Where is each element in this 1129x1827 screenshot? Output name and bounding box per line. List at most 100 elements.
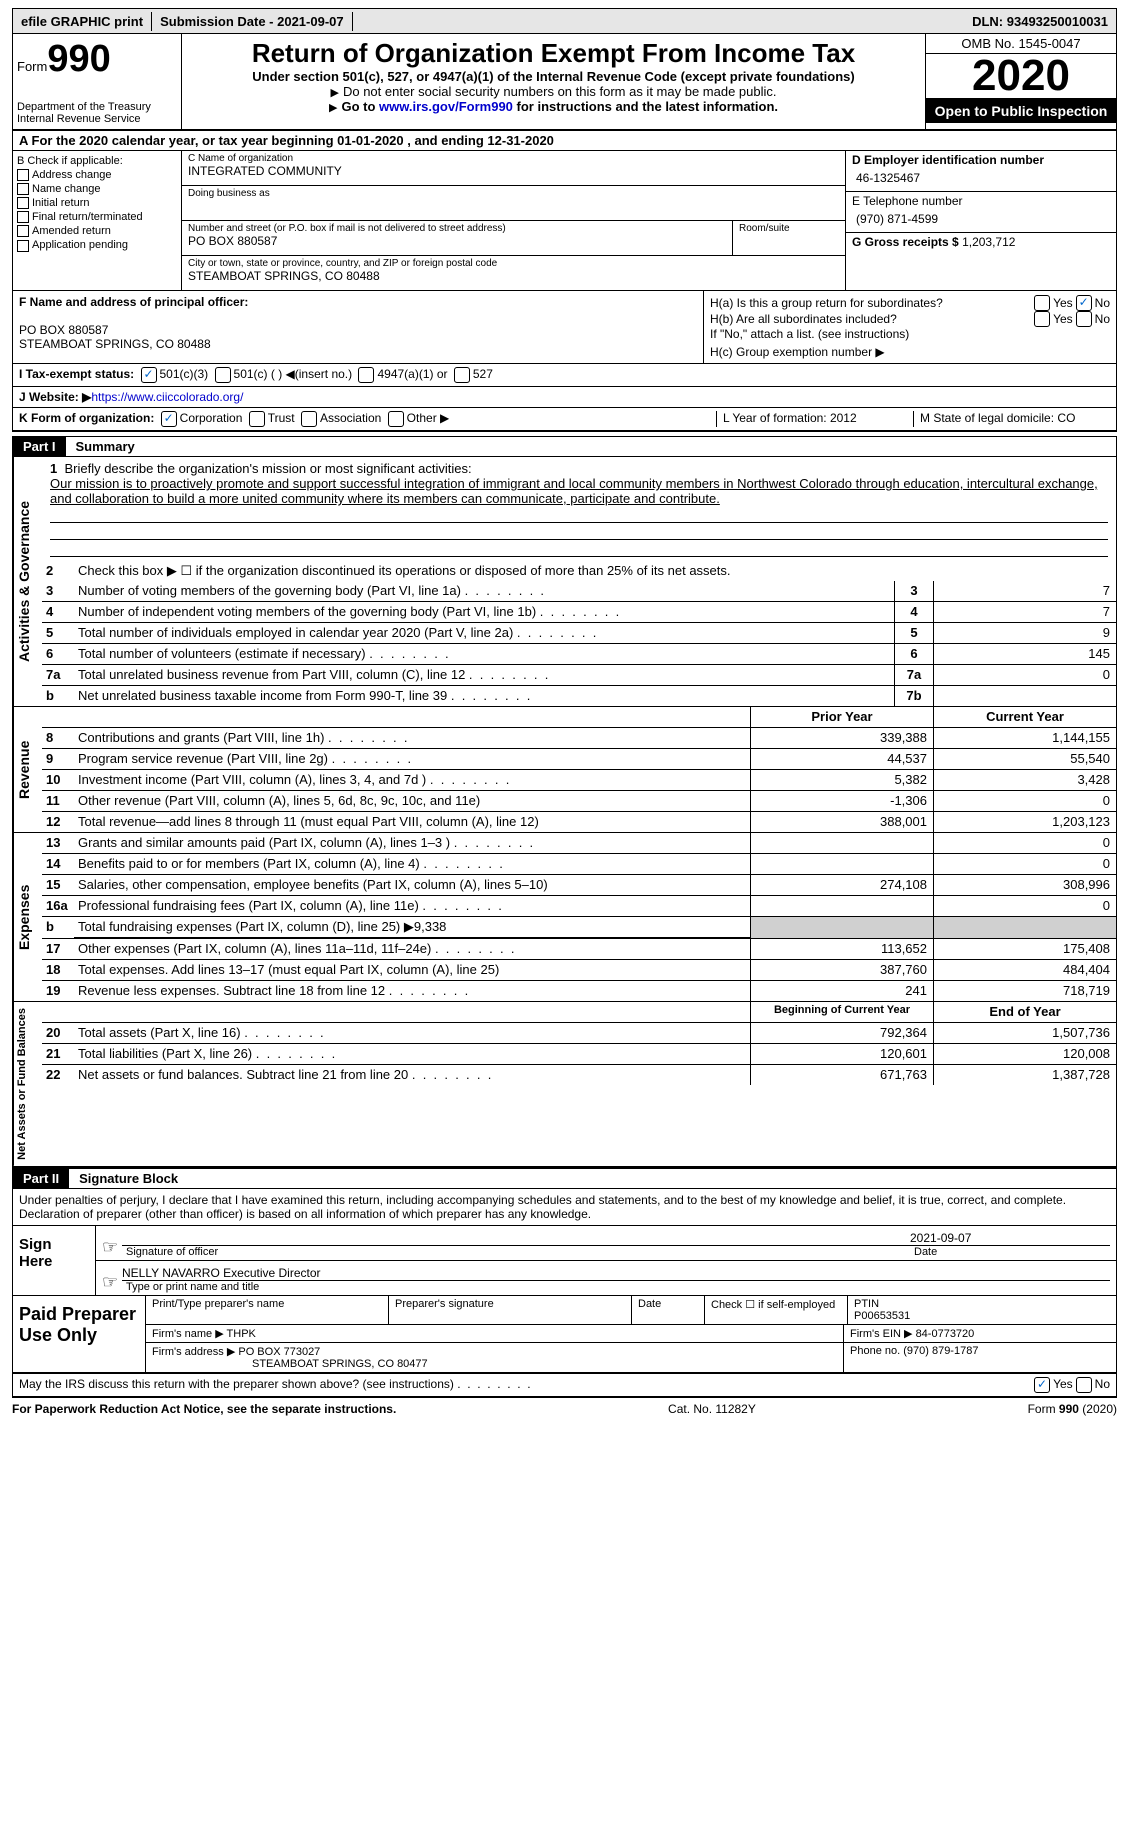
dln: DLN: 93493250010031 [964,12,1116,31]
l10: Investment income (Part VIII, column (A)… [74,770,750,790]
cb-assoc[interactable] [301,411,317,427]
street-address: PO BOX 880587 [188,234,726,248]
side-expenses: Expenses [13,833,42,1001]
checkbox-amended[interactable] [17,225,29,237]
paid-preparer-label: Paid Preparer Use Only [13,1296,146,1372]
ha-no[interactable]: ✓ [1076,295,1092,311]
room-label: Room/suite [739,223,839,234]
cb-4947[interactable] [358,367,374,383]
prior-year-head: Prior Year [750,707,933,727]
cb-corp[interactable]: ✓ [161,411,177,427]
sig-officer-label: Signature of officer [122,1245,910,1258]
firm-name: THPK [227,1328,256,1340]
l20: Total assets (Part X, line 16) [74,1023,750,1043]
prep-self-employed: Check ☐ if self-employed [705,1296,848,1324]
state-domicile: M State of legal domicile: CO [913,411,1110,427]
firm-ein: 84-0773720 [916,1328,975,1340]
phone: (970) 871-4599 [852,208,1110,230]
footer-left: For Paperwork Reduction Act Notice, see … [12,1402,396,1416]
line-a-tax-year: A For the 2020 calendar year, or tax yea… [12,131,1117,151]
prep-sig-label: Preparer's signature [389,1296,632,1324]
v7b [933,686,1116,706]
line3: Number of voting members of the governin… [74,581,894,601]
dba-label: Doing business as [188,188,839,199]
officer-name: NELLY NAVARRO Executive Director [122,1266,1110,1280]
cb-501c[interactable] [215,367,231,383]
checkbox-pending[interactable] [17,240,29,252]
l21: Total liabilities (Part X, line 26) [74,1044,750,1064]
top-bar: efile GRAPHIC print Submission Date - 20… [12,8,1117,34]
officer-addr1: PO BOX 880587 [19,323,697,337]
instructions-link: Go to www.irs.gov/Form990 for instructio… [186,99,921,114]
part1-label: Part I [13,437,66,456]
l12: Total revenue—add lines 8 through 11 (mu… [74,812,750,832]
mission-text: Our mission is to proactively promote an… [50,476,1098,506]
cb-501c3[interactable]: ✓ [141,367,157,383]
hc-label: H(c) Group exemption number ▶ [710,345,1110,359]
city-state-zip: STEAMBOAT SPRINGS, CO 80488 [188,269,839,283]
name-title-label: Type or print name and title [122,1280,1110,1293]
footer-right: Form 990 (2020) [1028,1402,1117,1416]
v4: 7 [933,602,1116,622]
discuss-no[interactable] [1076,1377,1092,1393]
line2: Check this box ▶ ☐ if the organization d… [74,561,1116,581]
l19: Revenue less expenses. Subtract line 18 … [74,981,750,1001]
side-activities: Activities & Governance [13,457,42,706]
line6: Total number of volunteers (estimate if … [74,644,894,664]
officer-addr2: STEAMBOAT SPRINGS, CO 80488 [19,337,697,351]
irs-link[interactable]: www.irs.gov/Form990 [379,99,513,114]
street-label: Number and street (or P.O. box if mail i… [188,223,726,234]
hb-yes[interactable] [1034,311,1050,327]
checkbox-initial-return[interactable] [17,197,29,209]
hb-no[interactable] [1076,311,1092,327]
website-link[interactable]: https://www.ciiccolorado.org/ [91,390,243,404]
cb-other[interactable] [388,411,404,427]
website-label: J Website: ▶ [19,390,91,404]
firm-addr2: STEAMBOAT SPRINGS, CO 80477 [252,1358,428,1370]
ptin: P00653531 [854,1310,910,1322]
public-inspection: Open to Public Inspection [926,99,1116,123]
firm-addr1: PO BOX 773027 [238,1346,320,1358]
year-formation: L Year of formation: 2012 [716,411,913,427]
efile-print[interactable]: efile GRAPHIC print [13,12,152,31]
cb-527[interactable] [454,367,470,383]
side-revenue: Revenue [13,707,42,832]
line7b: Net unrelated business taxable income fr… [74,686,894,706]
part2-title: Signature Block [69,1169,188,1188]
form-header: Form990 Department of the Treasury Inter… [12,34,1117,131]
l18: Total expenses. Add lines 13–17 (must eq… [74,960,750,980]
tax-status-label: I Tax-exempt status: [19,367,134,381]
l11: Other revenue (Part VIII, column (A), li… [74,791,750,811]
l22: Net assets or fund balances. Subtract li… [74,1065,750,1085]
ein: 46-1325467 [852,167,1110,189]
footer-mid: Cat. No. 11282Y [668,1402,756,1416]
v5: 9 [933,623,1116,643]
prep-name-label: Print/Type preparer's name [146,1296,389,1324]
perjury-text: Under penalties of perjury, I declare th… [12,1189,1117,1226]
ha-label: H(a) Is this a group return for subordin… [710,296,1031,310]
ssn-note: Do not enter social security numbers on … [186,84,921,99]
org-form-label: K Form of organization: [19,411,154,425]
l9: Program service revenue (Part VIII, line… [74,749,750,769]
form-subtitle: Under section 501(c), 527, or 4947(a)(1)… [186,69,921,84]
section-bcde: B Check if applicable: Address change Na… [12,151,1117,291]
v3: 7 [933,581,1116,601]
checkbox-name-change[interactable] [17,183,29,195]
mission-label: Briefly describe the organization's miss… [64,461,471,476]
cb-trust[interactable] [249,411,265,427]
v6: 145 [933,644,1116,664]
form-title: Return of Organization Exempt From Incom… [186,38,921,69]
begin-year-head: Beginning of Current Year [750,1002,933,1022]
gross-receipts-label: G Gross receipts $ [852,235,962,249]
l15: Salaries, other compensation, employee b… [74,875,750,895]
l16a: Professional fundraising fees (Part IX, … [74,896,750,916]
l8: Contributions and grants (Part VIII, lin… [74,728,750,748]
checkbox-final-return[interactable] [17,211,29,223]
prep-date-label: Date [632,1296,705,1324]
checkbox-address-change[interactable] [17,169,29,181]
discuss-yes[interactable]: ✓ [1034,1377,1050,1393]
firm-phone: (970) 879-1787 [903,1345,978,1357]
hb-label: H(b) Are all subordinates included? [710,312,1031,326]
city-label: City or town, state or province, country… [188,258,839,269]
ha-yes[interactable] [1034,295,1050,311]
